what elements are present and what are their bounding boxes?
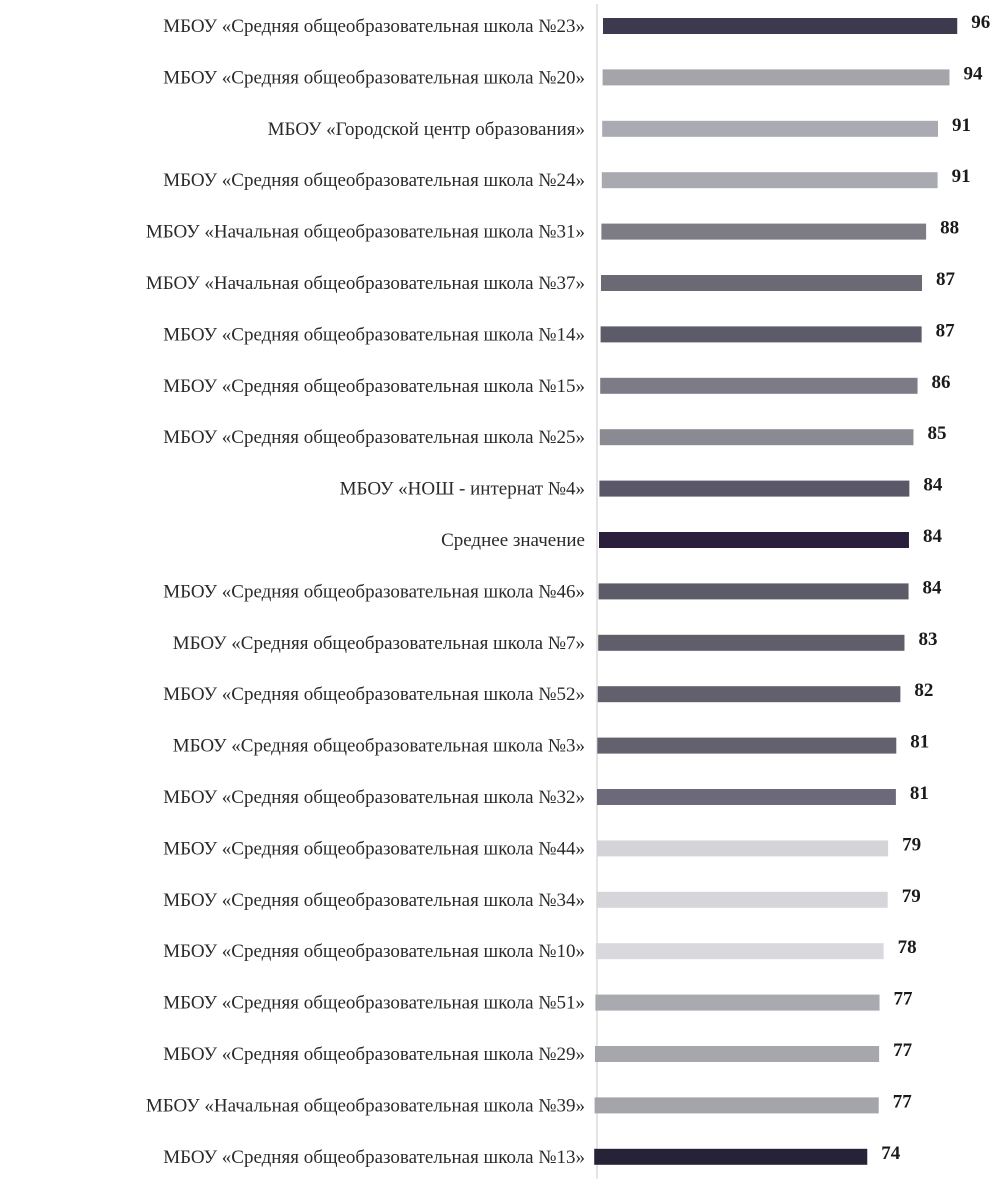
category-label: МБОУ «Средняя общеобразовательная школа … <box>163 170 585 191</box>
bar <box>594 1148 868 1165</box>
value-label: 84 <box>923 577 943 598</box>
plot-area: МБОУ «Средняя общеобразовательная школа … <box>146 4 990 1179</box>
category-label: МБОУ «НОШ - интернат №4» <box>340 479 585 500</box>
bar <box>600 377 918 394</box>
value-label: 79 <box>902 834 921 855</box>
value-label: 78 <box>898 937 917 958</box>
value-label: 86 <box>932 372 951 393</box>
value-label: 91 <box>952 166 971 187</box>
bar <box>595 943 884 960</box>
value-label: 87 <box>936 269 956 290</box>
value-label: 74 <box>881 1143 901 1164</box>
category-label: МБОУ «Средняя общеобразовательная школа … <box>163 376 585 397</box>
category-label: МБОУ «Средняя общеобразовательная школа … <box>163 890 585 911</box>
bar <box>596 891 888 908</box>
category-label: МБОУ «Средняя общеобразовательная школа … <box>163 1147 585 1168</box>
category-label: МБОУ «Средняя общеобразовательная школа … <box>163 581 585 602</box>
bar <box>601 172 938 189</box>
category-label: МБОУ «Средняя общеобразовательная школа … <box>163 993 585 1014</box>
bar <box>598 634 905 651</box>
bar <box>594 1097 879 1114</box>
value-label: 77 <box>893 1040 913 1061</box>
value-label: 81 <box>910 783 929 804</box>
category-label: МБОУ «Средняя общеобразовательная школа … <box>173 633 585 654</box>
value-label: 96 <box>971 12 990 33</box>
category-label: МБОУ «Средняя общеобразовательная школа … <box>163 324 585 345</box>
value-label: 94 <box>963 63 983 84</box>
category-label: МБОУ «Средняя общеобразовательная школа … <box>163 427 585 448</box>
value-label: 85 <box>927 423 946 444</box>
category-label: МБОУ «Средняя общеобразовательная школа … <box>163 67 585 88</box>
bar <box>601 275 923 291</box>
value-label: 82 <box>914 680 933 701</box>
value-label: 87 <box>936 320 956 341</box>
category-label: МБОУ «Средняя общеобразовательная школа … <box>163 787 585 808</box>
category-label: МБОУ «Средняя общеобразовательная школа … <box>173 736 585 757</box>
category-label: МБОУ «Средняя общеобразовательная школа … <box>163 1044 585 1065</box>
bar <box>601 223 927 240</box>
value-label: 84 <box>923 475 943 496</box>
category-label: МБОУ «Начальная общеобразовательная школ… <box>146 1095 585 1116</box>
bar <box>603 18 958 34</box>
value-label: 83 <box>918 629 937 650</box>
value-label: 77 <box>894 989 914 1010</box>
value-label: 77 <box>893 1091 913 1112</box>
bar <box>597 686 901 703</box>
bar <box>598 583 909 600</box>
value-label: 81 <box>910 732 929 753</box>
category-label: МБОУ «Средняя общеобразовательная школа … <box>163 16 585 37</box>
value-label: 84 <box>923 526 943 547</box>
bar <box>595 1046 880 1062</box>
category-label: МБОУ «Начальная общеобразовательная школ… <box>146 273 585 294</box>
category-label: Среднее значение <box>441 530 585 551</box>
bar <box>595 994 880 1011</box>
category-label: МБОУ «Городской центр образования» <box>268 119 585 140</box>
bar <box>599 429 914 446</box>
bar <box>602 120 938 137</box>
bar <box>599 480 910 497</box>
category-label: МБОУ «Средняя общеобразовательная школа … <box>163 838 585 859</box>
bar <box>599 532 909 548</box>
value-label: 91 <box>952 115 971 136</box>
bar <box>596 840 889 857</box>
bar <box>597 737 897 754</box>
bar <box>600 326 922 343</box>
category-label: МБОУ «Средняя общеобразовательная школа … <box>163 684 585 705</box>
category-label: МБОУ «Начальная общеобразовательная школ… <box>146 222 585 243</box>
bar <box>597 789 896 805</box>
category-label: МБОУ «Средняя общеобразовательная школа … <box>163 941 585 962</box>
bar <box>602 69 950 86</box>
value-label: 88 <box>940 218 959 239</box>
value-label: 79 <box>902 886 921 907</box>
